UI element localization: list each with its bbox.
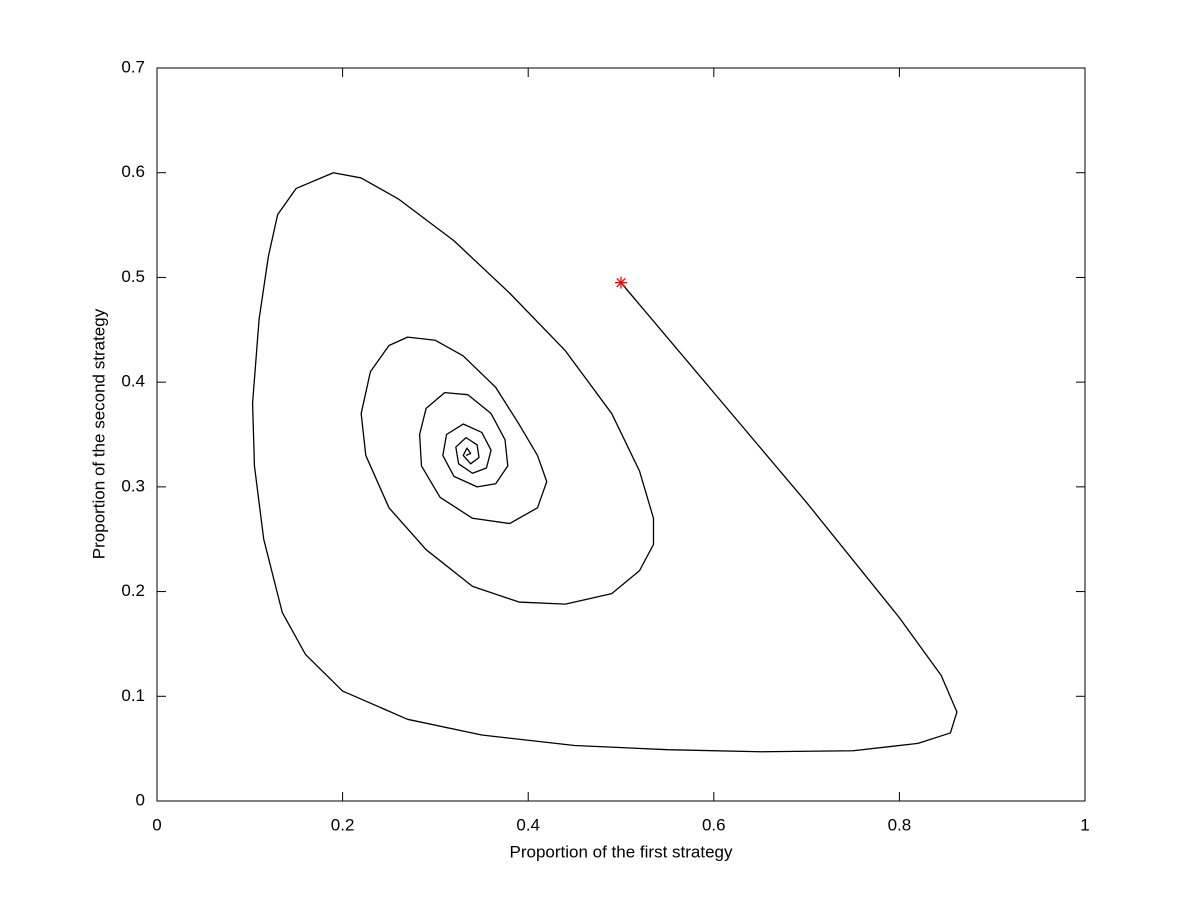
y-tick-label: 0.1 — [121, 686, 145, 705]
x-tick-label: 0.2 — [331, 815, 355, 834]
x-tick-label: 0.8 — [888, 815, 912, 834]
x-tick-label: 1 — [1080, 815, 1089, 834]
x-tick-label: 0.6 — [702, 815, 726, 834]
x-axis-label: Proportion of the first strategy — [510, 842, 733, 861]
x-tick-label: 0 — [152, 815, 161, 834]
y-tick-label: 0 — [136, 790, 145, 809]
y-tick-label: 0.6 — [121, 162, 145, 181]
x-tick-label: 0.4 — [516, 815, 540, 834]
y-tick-label: 0.2 — [121, 581, 145, 600]
y-tick-label: 0.3 — [121, 476, 145, 495]
y-axis-label: Proportion of the second strategy — [89, 308, 108, 559]
y-tick-label: 0.4 — [121, 372, 145, 391]
y-tick-label: 0.5 — [121, 267, 145, 286]
y-tick-label: 0.7 — [121, 57, 145, 76]
plot-frame — [156, 67, 1086, 802]
start-marker — [615, 276, 627, 289]
trajectory-line — [251, 172, 958, 753]
